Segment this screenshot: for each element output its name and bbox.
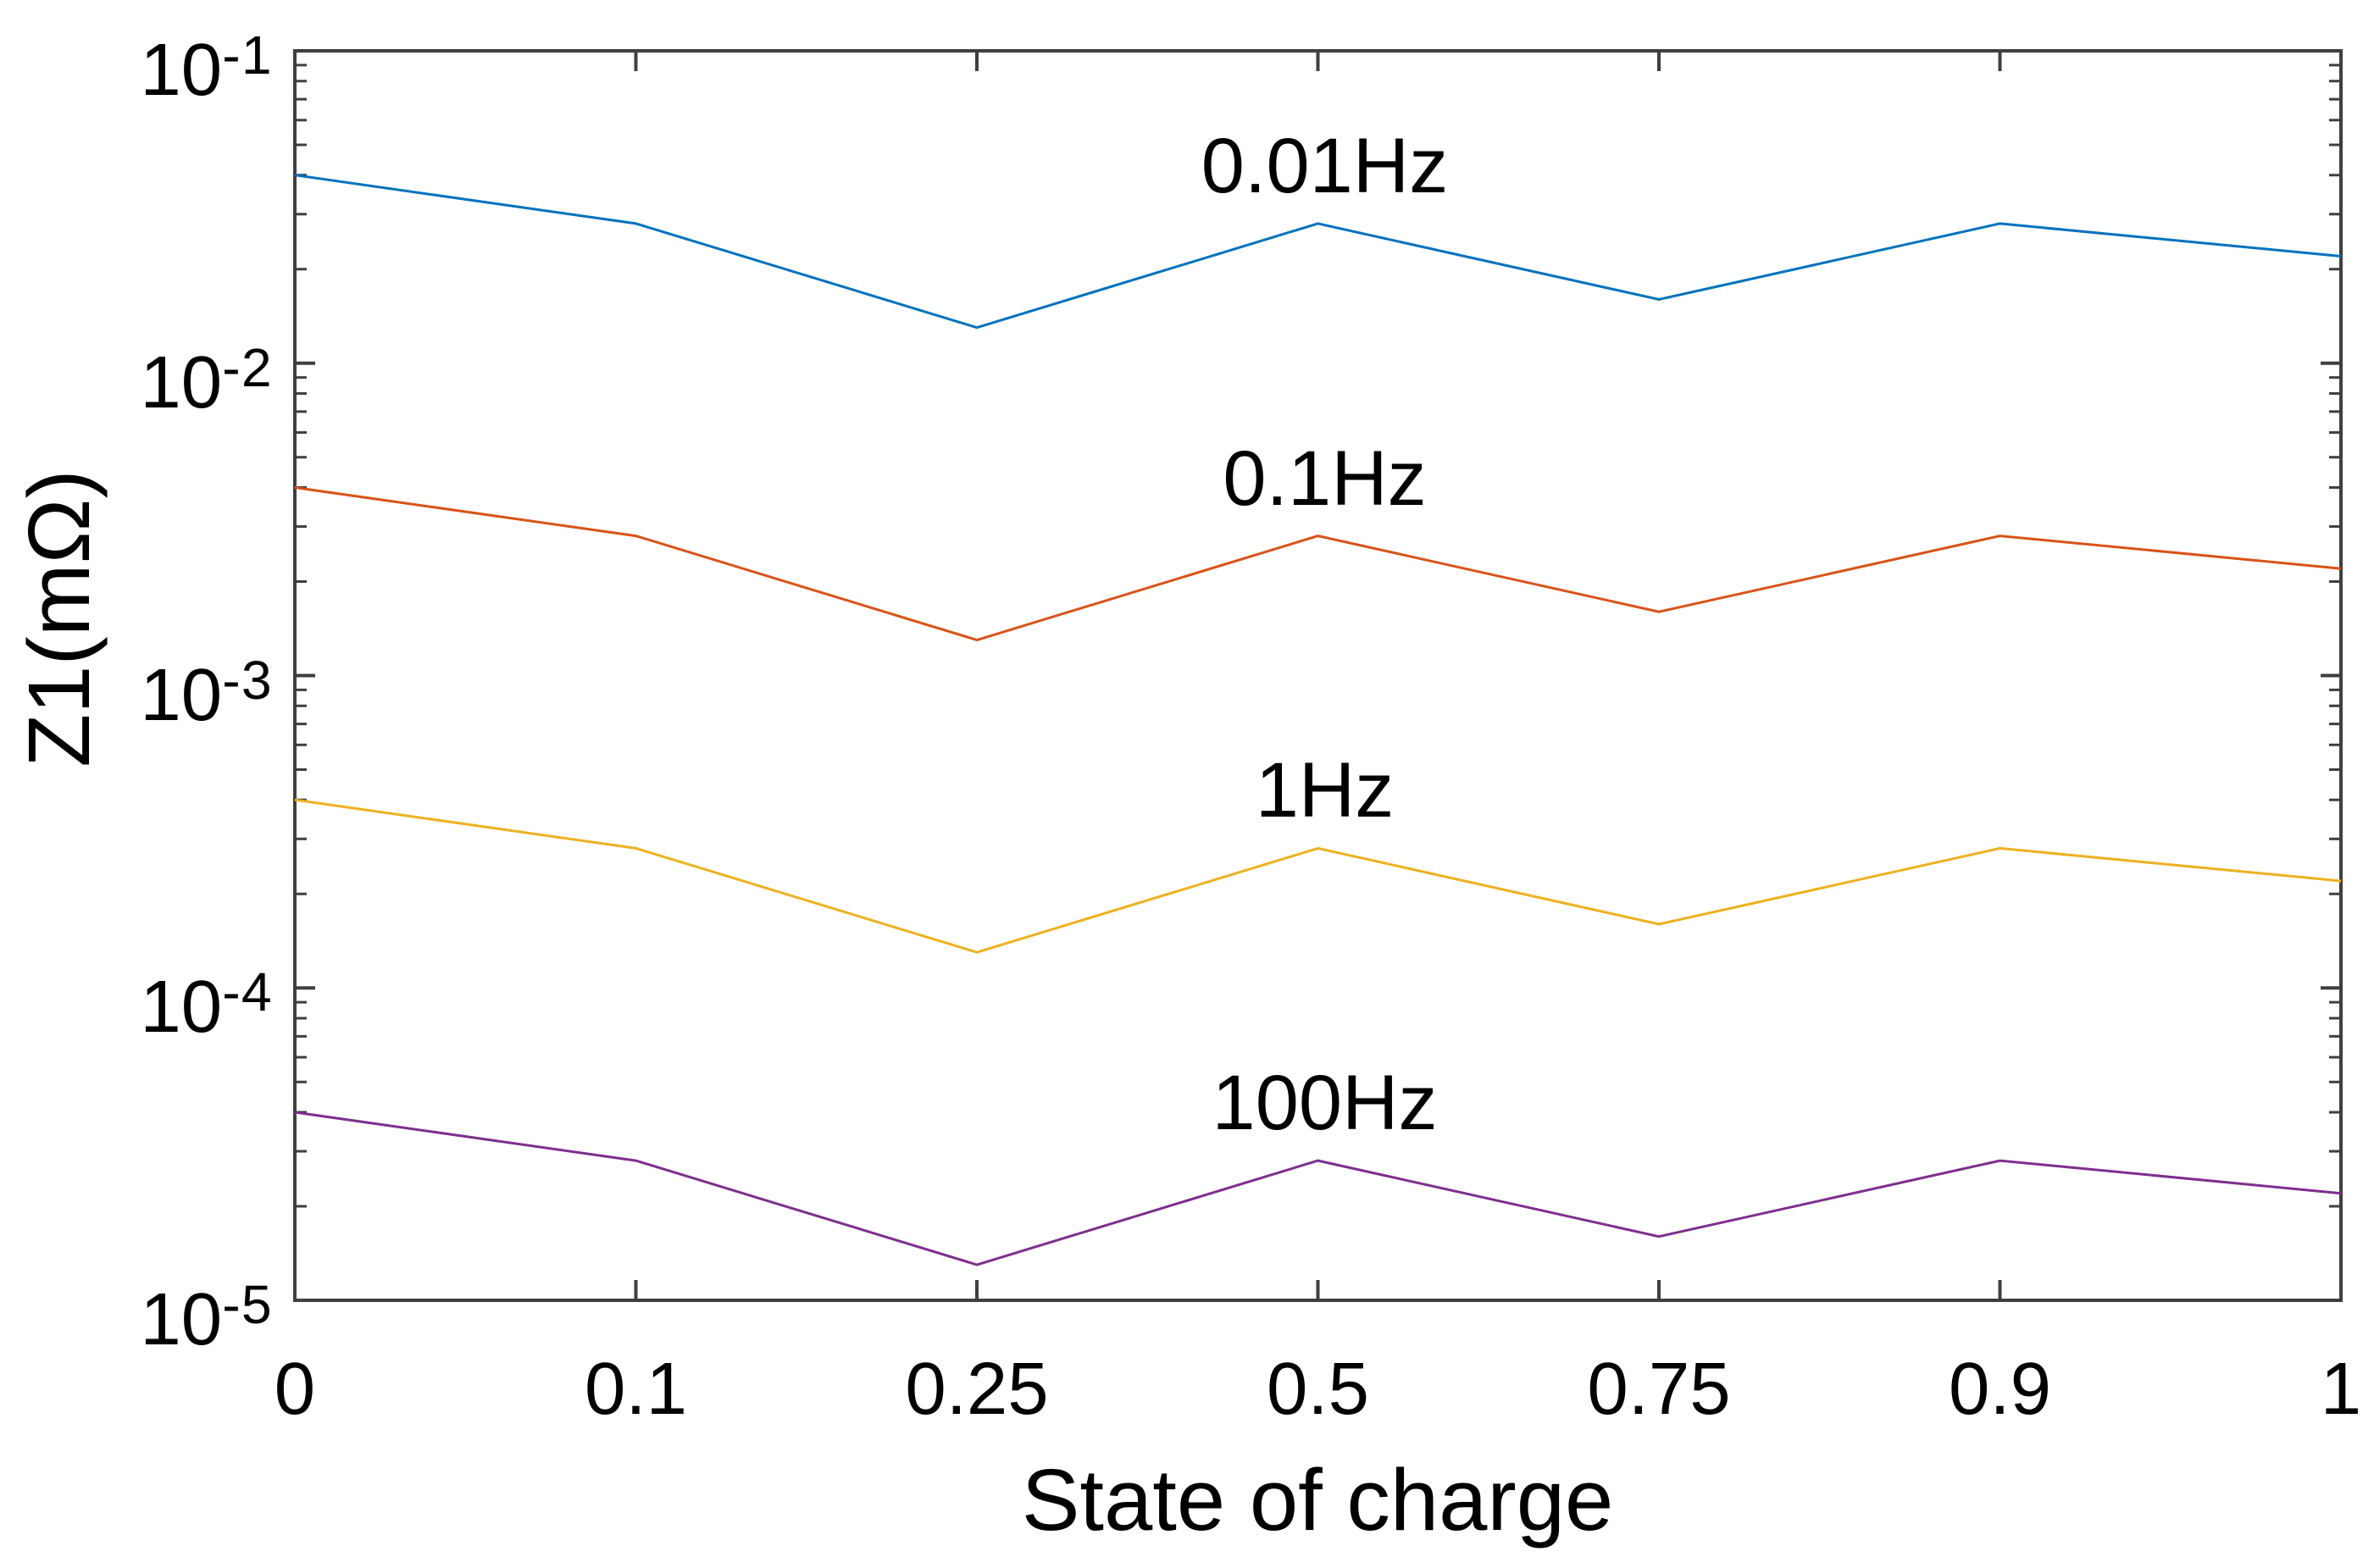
series-annotation-1Hz: 1Hz [1255,747,1395,834]
series-line-0.1Hz [294,486,2342,642]
series-line-100Hz [294,1111,2342,1266]
series-annotation-0.1Hz: 0.1Hz [1223,435,1427,522]
x-tick-label-0.5: 0.5 [1267,1348,1369,1430]
series-annotation-0.01Hz: 0.01Hz [1201,122,1449,209]
y-axis-label: Z1(mΩ) [9,469,108,767]
x-tick-label-0.9: 0.9 [1949,1348,2051,1430]
series-annotation-100Hz: 100Hz [1212,1060,1438,1147]
y-tick-label-1e-5: 10-5 [140,1274,273,1360]
y-tick-label-1e-4: 10-4 [140,961,273,1049]
x-tick-label-0: 0 [274,1348,316,1430]
x-tick-label-1: 1 [2320,1348,2362,1430]
x-tick-label-0.25: 0.25 [905,1348,1049,1430]
x-tick-label-0.1: 0.1 [585,1348,687,1430]
y-tick-label-1e-1: 10-1 [140,25,273,111]
y-tick-label-1e-3: 10-3 [140,649,273,736]
x-axis-label: State of charge [1021,1451,1614,1549]
series-line-0.01Hz [294,174,2342,330]
series-line-1Hz [294,798,2342,954]
y-tick-label-1e-2: 10-2 [140,336,273,424]
x-tick-label-0.75: 0.75 [1587,1348,1731,1430]
